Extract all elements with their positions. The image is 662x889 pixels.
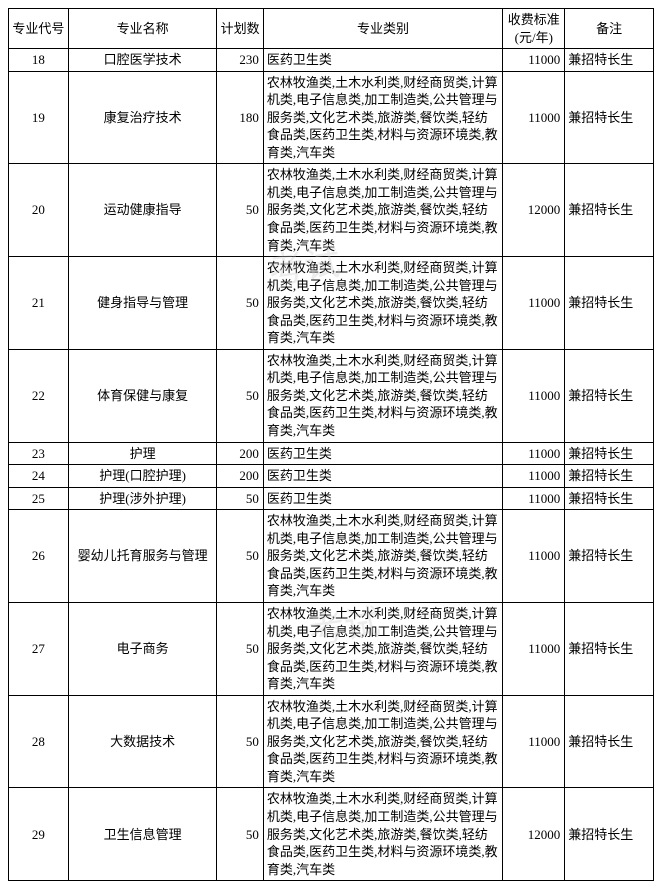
majors-table: 专业代号 专业名称 计划数 专业类别 收费标准(元/年) 备注 18口腔医学技术… <box>8 8 654 881</box>
cell-code: 25 <box>9 487 69 510</box>
header-category: 专业类别 <box>263 9 502 49</box>
cell-fee: 11000 <box>503 695 565 788</box>
header-code: 专业代号 <box>9 9 69 49</box>
table-row: 25护理(涉外护理)50医药卫生类11000兼招特长生 <box>9 487 654 510</box>
cell-code: 18 <box>9 49 69 72</box>
cell-fee: 11000 <box>503 602 565 695</box>
cell-plan: 50 <box>217 788 264 881</box>
cell-plan: 50 <box>217 164 264 257</box>
header-fee: 收费标准(元/年) <box>503 9 565 49</box>
cell-name: 卫生信息管理 <box>68 788 217 881</box>
cell-name: 健身指导与管理 <box>68 257 217 350</box>
cell-name: 护理(涉外护理) <box>68 487 217 510</box>
cell-note: 兼招特长生 <box>565 788 654 881</box>
cell-plan: 180 <box>217 71 264 164</box>
cell-category: 医药卫生类 <box>263 49 502 72</box>
cell-fee: 11000 <box>503 71 565 164</box>
cell-fee: 11000 <box>503 487 565 510</box>
cell-code: 20 <box>9 164 69 257</box>
table-body: 18口腔医学技术230医药卫生类11000兼招特长生19康复治疗技术180农林牧… <box>9 49 654 881</box>
table-row: 27电子商务50农林牧渔类,土木水利类,财经商贸类,计算机类,电子信息类,加工制… <box>9 602 654 695</box>
cell-category: 医药卫生类 <box>263 465 502 488</box>
cell-category: 农林牧渔类,土木水利类,财经商贸类,计算机类,电子信息类,加工制造类,公共管理与… <box>263 788 502 881</box>
cell-category: 农林牧渔类,土木水利类,财经商贸类,计算机类,电子信息类,加工制造类,公共管理与… <box>263 602 502 695</box>
cell-name: 电子商务 <box>68 602 217 695</box>
cell-fee: 11000 <box>503 257 565 350</box>
cell-note: 兼招特长生 <box>565 164 654 257</box>
cell-note: 兼招特长生 <box>565 49 654 72</box>
cell-note: 兼招特长生 <box>565 349 654 442</box>
cell-plan: 200 <box>217 465 264 488</box>
cell-code: 28 <box>9 695 69 788</box>
cell-category: 农林牧渔类,土木水利类,财经商贸类,计算机类,电子信息类,加工制造类,公共管理与… <box>263 349 502 442</box>
cell-fee: 11000 <box>503 49 565 72</box>
table-row: 22体育保健与康复50农林牧渔类,土木水利类,财经商贸类,计算机类,电子信息类,… <box>9 349 654 442</box>
cell-name: 大数据技术 <box>68 695 217 788</box>
cell-plan: 50 <box>217 695 264 788</box>
cell-category: 农林牧渔类,土木水利类,财经商贸类,计算机类,电子信息类,加工制造类,公共管理与… <box>263 71 502 164</box>
cell-code: 19 <box>9 71 69 164</box>
cell-plan: 50 <box>217 487 264 510</box>
table-row: 21健身指导与管理50农林牧渔类,土木水利类,财经商贸类,计算机类,电子信息类,… <box>9 257 654 350</box>
cell-name: 口腔医学技术 <box>68 49 217 72</box>
cell-note: 兼招特长生 <box>565 510 654 603</box>
cell-code: 26 <box>9 510 69 603</box>
cell-category: 农林牧渔类,土木水利类,财经商贸类,计算机类,电子信息类,加工制造类,公共管理与… <box>263 257 502 350</box>
cell-fee: 12000 <box>503 788 565 881</box>
cell-plan: 50 <box>217 602 264 695</box>
cell-code: 22 <box>9 349 69 442</box>
cell-category: 农林牧渔类,土木水利类,财经商贸类,计算机类,电子信息类,加工制造类,公共管理与… <box>263 164 502 257</box>
cell-code: 24 <box>9 465 69 488</box>
cell-note: 兼招特长生 <box>565 487 654 510</box>
table-row: 19康复治疗技术180农林牧渔类,土木水利类,财经商贸类,计算机类,电子信息类,… <box>9 71 654 164</box>
cell-note: 兼招特长生 <box>565 695 654 788</box>
cell-fee: 12000 <box>503 164 565 257</box>
table-row: 28大数据技术50农林牧渔类,土木水利类,财经商贸类,计算机类,电子信息类,加工… <box>9 695 654 788</box>
cell-note: 兼招特长生 <box>565 257 654 350</box>
table-row: 26婴幼儿托育服务与管理50农林牧渔类,土木水利类,财经商贸类,计算机类,电子信… <box>9 510 654 603</box>
cell-code: 23 <box>9 442 69 465</box>
cell-fee: 11000 <box>503 465 565 488</box>
table-row: 24护理(口腔护理)200医药卫生类11000兼招特长生 <box>9 465 654 488</box>
cell-plan: 200 <box>217 442 264 465</box>
cell-plan: 230 <box>217 49 264 72</box>
header-note: 备注 <box>565 9 654 49</box>
cell-category: 农林牧渔类,土木水利类,财经商贸类,计算机类,电子信息类,加工制造类,公共管理与… <box>263 510 502 603</box>
cell-name: 婴幼儿托育服务与管理 <box>68 510 217 603</box>
header-plan: 计划数 <box>217 9 264 49</box>
cell-category: 医药卫生类 <box>263 487 502 510</box>
cell-name: 护理 <box>68 442 217 465</box>
cell-fee: 11000 <box>503 349 565 442</box>
table-row: 29卫生信息管理50农林牧渔类,土木水利类,财经商贸类,计算机类,电子信息类,加… <box>9 788 654 881</box>
cell-plan: 50 <box>217 257 264 350</box>
header-name: 专业名称 <box>68 9 217 49</box>
cell-category: 医药卫生类 <box>263 442 502 465</box>
cell-note: 兼招特长生 <box>565 602 654 695</box>
table-header-row: 专业代号 专业名称 计划数 专业类别 收费标准(元/年) 备注 <box>9 9 654 49</box>
cell-fee: 11000 <box>503 442 565 465</box>
cell-note: 兼招特长生 <box>565 465 654 488</box>
table-row: 18口腔医学技术230医药卫生类11000兼招特长生 <box>9 49 654 72</box>
cell-fee: 11000 <box>503 510 565 603</box>
cell-name: 护理(口腔护理) <box>68 465 217 488</box>
cell-category: 农林牧渔类,土木水利类,财经商贸类,计算机类,电子信息类,加工制造类,公共管理与… <box>263 695 502 788</box>
cell-code: 21 <box>9 257 69 350</box>
cell-plan: 50 <box>217 510 264 603</box>
cell-name: 运动健康指导 <box>68 164 217 257</box>
cell-name: 康复治疗技术 <box>68 71 217 164</box>
cell-note: 兼招特长生 <box>565 442 654 465</box>
table-row: 20运动健康指导50农林牧渔类,土木水利类,财经商贸类,计算机类,电子信息类,加… <box>9 164 654 257</box>
cell-code: 29 <box>9 788 69 881</box>
cell-code: 27 <box>9 602 69 695</box>
cell-note: 兼招特长生 <box>565 71 654 164</box>
table-row: 23护理200医药卫生类11000兼招特长生 <box>9 442 654 465</box>
cell-name: 体育保健与康复 <box>68 349 217 442</box>
cell-plan: 50 <box>217 349 264 442</box>
